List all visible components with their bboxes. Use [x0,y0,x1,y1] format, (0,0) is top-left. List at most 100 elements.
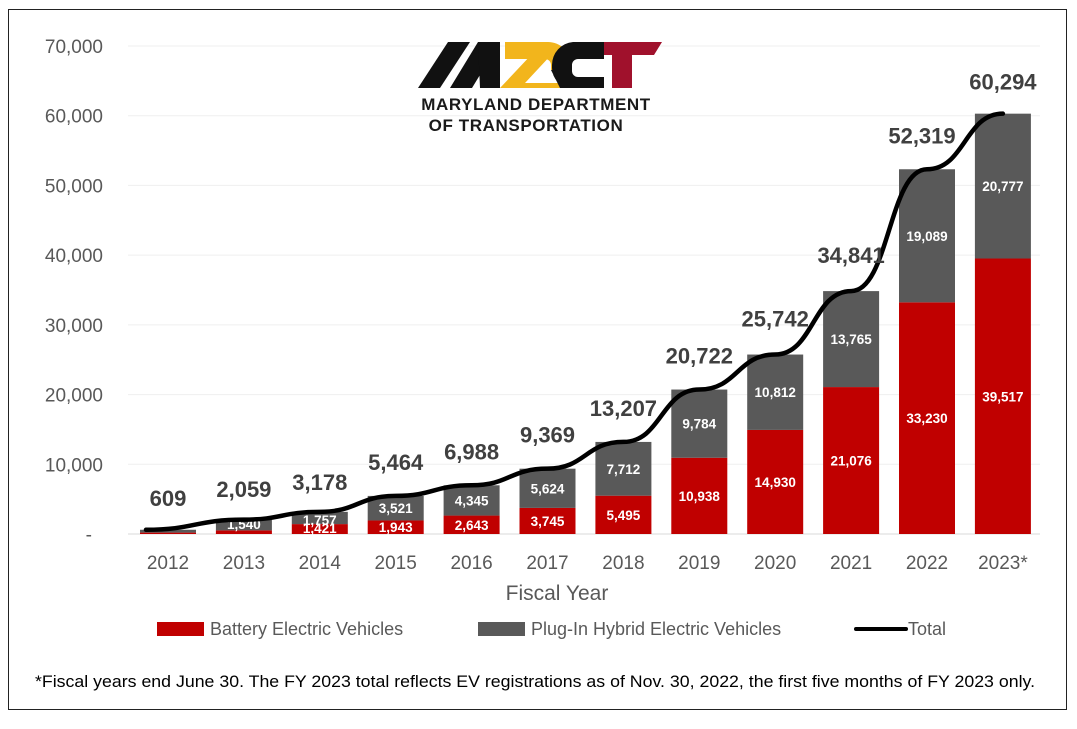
x-axis: 2012 2013 2014 2015 2016 2017 2018 2019 2020 2021… [147,553,1028,574]
total-value-label: 60,294 [969,70,1037,95]
bar-bev-2013 [215,530,272,534]
bev-value-label: 1,943 [379,520,413,535]
y-tick-label: 20,000 [45,386,103,407]
x-tick-label: 2017 [526,553,568,574]
phev-value-label: 5,624 [531,481,565,496]
legend-label-phev: Plug-In Hybrid Electric Vehicles [531,619,781,639]
total-line-path [143,111,1006,533]
chart-frame [8,9,1067,710]
x-tick-label: 2020 [754,553,796,574]
footnote: *Fiscal years end June 30. The FY 2023 t… [35,672,1035,691]
bev-value-label: 21,076 [830,454,872,469]
bev-value-label: 39,517 [982,389,1023,404]
legend-item-total: Total [854,619,946,639]
bar-phev-2021 [823,291,880,388]
total-value-label: 52,319 [888,123,955,148]
bev-value-label: 10,938 [679,489,721,504]
x-axis-title: Fiscal Year [506,582,609,605]
total-value-label: 6,988 [444,439,499,464]
mdot-logo: MARYLAND DEPARTMENT OF TRANSPORTATION [418,42,662,135]
logo-line-1: MARYLAND DEPARTMENT [421,95,651,114]
x-tick-label: 2021 [830,553,872,574]
bar-bev-2014 [291,524,348,534]
bev-value-label: 14,930 [755,475,796,490]
phev-value-label: 13,765 [830,332,872,347]
legend-label-total: Total [908,619,946,639]
bev-value-label: 2,643 [455,518,489,533]
x-tick-label: 2022 [906,553,948,574]
bar-bev-2020 [747,429,804,534]
legend-swatch-bev [157,622,204,636]
phev-value-label: 19,089 [906,229,947,244]
logo-t-red [604,42,662,88]
bev-value-label: 1,421 [303,521,337,536]
legend: Battery Electric Vehicles Plug-In Hybrid… [157,619,946,639]
x-tick-label: 2015 [375,553,417,574]
bar-phev-2016 [443,485,500,516]
bev-value-label: 3,745 [531,514,565,529]
x-tick-label: 2023* [978,553,1028,574]
bar-bev-2021 [823,387,880,534]
bar-phev-2012 [140,529,196,533]
bar-phev-2019 [671,389,728,458]
bar-phev-2015 [367,495,424,521]
logo-o-black [551,42,604,88]
x-tick-label: 2013 [223,553,265,574]
bars [140,113,1031,534]
phev-value-label: 3,521 [379,501,413,516]
total-labels: 609 2,059 3,178 5,464 6,988 9,369 13,207 20,722… [150,70,1038,511]
bar-bev-2015 [367,520,424,534]
y-tick-label: 50,000 [45,176,103,197]
bar-bev-2012 [140,532,196,534]
x-tick-label: 2014 [299,553,342,574]
total-value-label: 609 [150,486,187,511]
y-tick-label: 30,000 [45,316,103,337]
legend-item-bev: Battery Electric Vehicles [157,619,403,639]
total-value-label: 20,722 [666,344,733,369]
legend-item-phev: Plug-In Hybrid Electric Vehicles [478,619,781,639]
bar-phev-2020 [747,354,804,430]
total-value-label: 5,464 [368,450,424,475]
bar-phev-2022 [899,169,955,303]
x-tick-label: 2018 [602,553,644,574]
bar-bev-2018 [595,495,652,534]
phev-value-label: 10,812 [755,385,796,400]
logo-line-2: OF TRANSPORTATION [429,116,624,135]
total-value-label: 13,207 [590,396,657,421]
y-tick-label: 40,000 [45,246,103,267]
bar-phev-2013 [215,519,272,531]
bev-value-label: 5,495 [607,508,641,523]
x-tick-label: 2016 [450,553,492,574]
bar-phev-2017 [519,468,576,508]
x-tick-label: 2019 [678,553,720,574]
legend-label-bev: Battery Electric Vehicles [210,619,403,639]
logo-m-stroke-3 [478,42,500,88]
phev-value-label: 1,757 [303,513,337,528]
bar-bev-2019 [671,457,728,534]
bar-bev-2017 [519,507,576,534]
total-value-label: 3,178 [292,470,347,495]
bar-bev-2016 [443,515,500,534]
y-tick-label: 60,000 [45,107,103,128]
y-tick-label: 70,000 [45,37,103,58]
bar-phev-2014 [291,511,348,525]
total-value-label: 25,742 [742,307,809,332]
total-value-label: 9,369 [520,423,575,448]
bar-bev-2022 [899,302,955,534]
phev-value-label: 4,345 [455,493,489,508]
bar-phev-2023* [974,113,1031,259]
phev-value-label: 9,784 [682,417,716,432]
x-tick-label: 2012 [147,553,189,574]
bev-value-label: 33,230 [906,411,947,426]
phev-value-label: 7,712 [607,462,641,477]
total-value-label: 2,059 [216,477,271,502]
y-tick-label: 10,000 [45,455,103,476]
bar-phev-2018 [595,441,652,496]
logo-m-stroke-1 [418,42,470,88]
y-tick-label: - [86,525,92,546]
y-axis: - 10,000 20,000 30,000 40,000 50,000 60,000 70,… [45,37,103,546]
logo-d-gold [500,42,571,88]
total-line [143,111,1006,533]
